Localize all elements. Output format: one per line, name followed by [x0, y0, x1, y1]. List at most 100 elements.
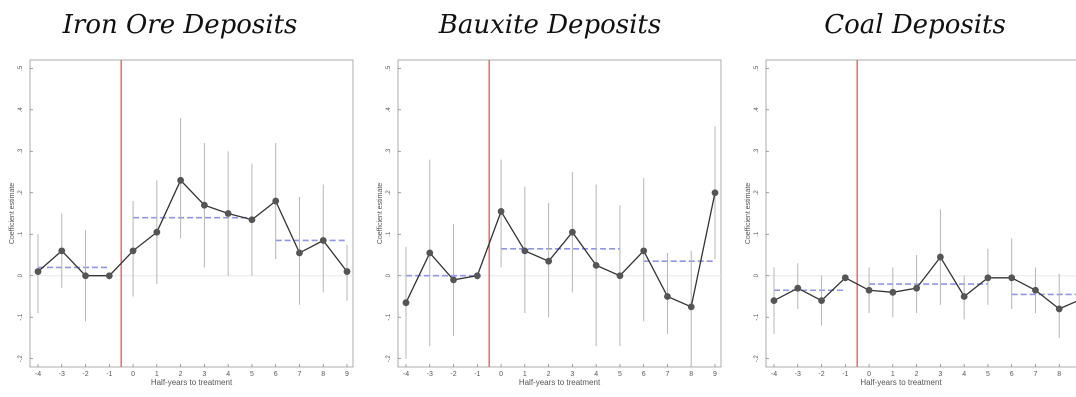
- x-tick-label: 8: [689, 371, 693, 378]
- y-tick-label: .3: [754, 148, 760, 154]
- x-tick-label: -3: [427, 371, 433, 378]
- x-axis-label: Half-years to treatment: [860, 378, 942, 387]
- y-tick-label: .5: [386, 65, 392, 71]
- x-tick-label: -3: [795, 371, 801, 378]
- data-point: [248, 216, 256, 224]
- panel-title-iron-ore: Iron Ore Deposits: [62, 10, 298, 40]
- x-tick-label: 7: [666, 371, 670, 378]
- x-tick-label: -1: [842, 371, 848, 378]
- data-point: [426, 249, 434, 257]
- plot-frame: [29, 59, 354, 368]
- chart-panel-2: -.2 -.1 0 .1 .2 .3 .4 .5 Coefficient estimate -4 -…: [745, 59, 1076, 387]
- data-point: [1055, 305, 1063, 313]
- data-point: [58, 247, 66, 255]
- y-axis-label: Coefficient estimate: [745, 183, 752, 244]
- x-tick-label: 2: [915, 371, 919, 378]
- data-point: [473, 272, 481, 280]
- y-tick-label: .1: [18, 231, 24, 237]
- x-axis-label: Half-years to treatment: [519, 378, 601, 387]
- panel-title-bauxite: Bauxite Deposits: [438, 10, 662, 40]
- x-tick-label: 0: [131, 371, 135, 378]
- y-tick-label: .5: [18, 65, 24, 71]
- x-tick-label: 6: [642, 371, 646, 378]
- y-tick-label: -.1: [754, 313, 760, 321]
- data-point: [818, 297, 825, 305]
- x-tick-label: 9: [713, 371, 717, 378]
- data-point: [319, 237, 327, 244]
- data-point: [770, 297, 778, 305]
- data-point: [224, 210, 232, 217]
- data-point: [105, 272, 113, 280]
- y-tick-label: .5: [754, 65, 760, 71]
- data-point: [913, 284, 921, 292]
- data-point: [841, 274, 849, 282]
- y-tick-label: .3: [386, 148, 392, 154]
- y-tick-label: .3: [18, 148, 24, 154]
- data-point: [450, 276, 457, 284]
- x-tick-label: 3: [570, 371, 574, 378]
- data-point: [865, 286, 873, 294]
- x-tick-label: 6: [1010, 371, 1014, 378]
- data-point: [1008, 274, 1016, 282]
- x-tick-label: 2: [547, 371, 551, 378]
- x-tick-label: -2: [450, 371, 456, 378]
- x-tick-label: 0: [499, 371, 503, 378]
- x-tick-label: 8: [321, 371, 325, 378]
- data-point: [272, 197, 280, 205]
- x-tick-label: -1: [106, 371, 112, 378]
- data-point: [82, 272, 89, 280]
- x-tick-label: -1: [474, 371, 480, 378]
- data-point: [343, 268, 351, 275]
- y-tick-label: -.1: [18, 313, 24, 321]
- data-point: [153, 228, 161, 236]
- data-point: [640, 247, 648, 255]
- data-point: [687, 303, 695, 311]
- y-axis-label: Coefficient estimate: [9, 183, 16, 244]
- series-line: [37, 179, 348, 277]
- data-point: [592, 261, 600, 269]
- x-tick-label: 1: [155, 371, 159, 378]
- y-tick-label: .1: [754, 231, 760, 237]
- chart-panel-1: -.2 -.1 0 .1 .2 .3 .4 .5 Coefficient estimate -4 -…: [377, 59, 722, 387]
- y-tick-label: .1: [386, 231, 392, 237]
- plot-frame: [765, 59, 1076, 368]
- data-point: [296, 249, 303, 257]
- x-tick-label: 5: [618, 371, 622, 378]
- y-tick-label: .2: [18, 190, 24, 196]
- x-tick-label: 4: [594, 371, 598, 378]
- data-point: [936, 253, 944, 261]
- x-tick-label: 2: [179, 371, 183, 378]
- data-point: [129, 247, 137, 255]
- x-tick-label: -2: [82, 371, 88, 378]
- x-tick-label: 4: [962, 371, 966, 378]
- data-point: [200, 201, 208, 209]
- x-tick-label: 1: [523, 371, 527, 378]
- data-point: [402, 299, 410, 307]
- y-tick-label: -.2: [386, 355, 392, 363]
- data-point: [616, 272, 624, 280]
- x-tick-label: 3: [938, 371, 942, 378]
- x-tick-label: 5: [986, 371, 990, 378]
- y-tick-label: -.2: [754, 355, 760, 363]
- y-tick-label: .4: [754, 107, 760, 113]
- x-tick-label: -4: [403, 371, 409, 378]
- data-point: [984, 274, 992, 282]
- series-line: [773, 255, 1076, 310]
- plot-frame: [397, 59, 722, 368]
- x-tick-label: 5: [250, 371, 254, 378]
- data-point: [664, 293, 671, 300]
- y-tick-label: 0: [386, 273, 392, 277]
- data-point: [34, 268, 42, 275]
- y-tick-label: .2: [386, 190, 392, 196]
- data-point: [794, 284, 802, 292]
- chart-panel-0: -.2 -.1 0 .1 .2 .3 .4 .5 Coefficient estimate -4 -…: [9, 59, 354, 387]
- x-tick-label: 7: [298, 371, 302, 378]
- x-tick-label: 9: [345, 371, 349, 378]
- x-tick-label: 6: [274, 371, 278, 378]
- x-tick-label: 8: [1057, 371, 1061, 378]
- data-point: [1032, 286, 1039, 294]
- x-tick-label: -4: [771, 371, 777, 378]
- x-tick-label: -3: [59, 371, 65, 378]
- x-tick-label: -2: [818, 371, 824, 378]
